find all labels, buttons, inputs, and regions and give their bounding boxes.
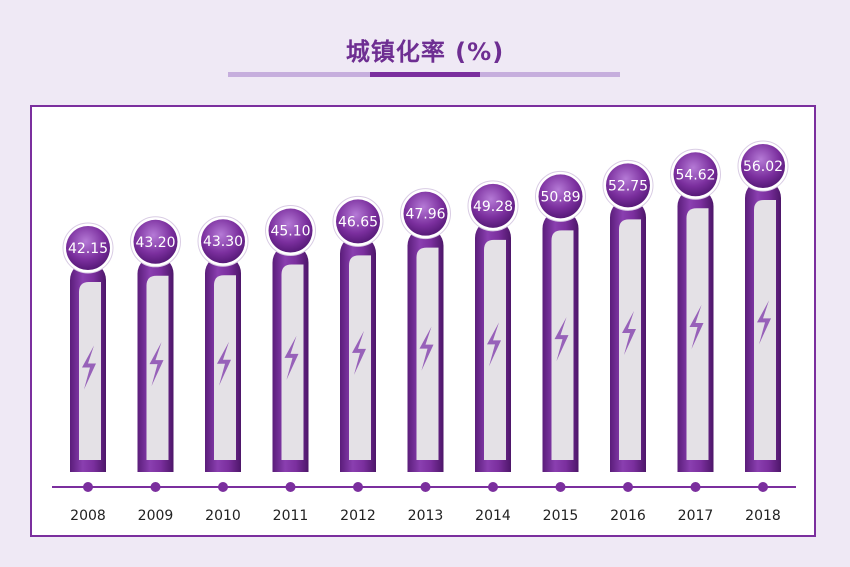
value-badge (538, 174, 583, 219)
bar-group (340, 235, 376, 472)
value-badge (673, 152, 718, 197)
value-badge (133, 219, 178, 264)
bar-group (70, 262, 106, 472)
x-tick-label: 2011 (273, 508, 309, 524)
value-badge (66, 226, 110, 270)
title-underline-accent (370, 72, 480, 77)
axis-dot (690, 482, 701, 492)
axis-dot (353, 482, 363, 492)
chart-title: 城镇化率 (%) (345, 38, 505, 66)
lightning-icon (82, 345, 96, 390)
bar-group (407, 227, 444, 472)
bar-group (137, 255, 174, 472)
lightning-icon (622, 311, 636, 356)
data-label: 45.10 (270, 224, 310, 240)
lightning-icon (757, 300, 771, 345)
axis-dot (555, 482, 566, 492)
data-label: 43.20 (135, 235, 175, 251)
axis-dot (150, 482, 161, 492)
axis-dot (758, 482, 768, 492)
data-label: 42.15 (68, 241, 108, 257)
lightning-icon (419, 326, 434, 371)
axis-dot (218, 482, 228, 492)
axis-dot (420, 482, 431, 492)
axis-dot (83, 482, 93, 492)
value-badge (201, 219, 245, 264)
x-tick-label: 2017 (678, 508, 714, 524)
lightning-icon (352, 330, 366, 375)
x-tick-label: 2016 (610, 508, 646, 524)
value-badge (606, 163, 650, 208)
lightning-icon (149, 342, 164, 387)
x-tick-label: 2010 (205, 508, 241, 524)
bar-group (610, 199, 646, 472)
data-label: 54.62 (675, 167, 715, 183)
data-label: 56.02 (743, 159, 783, 175)
lightning-icon (284, 335, 299, 380)
lightning-icon (554, 317, 569, 362)
lightning-icon (487, 322, 501, 367)
bar-group (677, 188, 714, 472)
data-label: 43.30 (203, 234, 243, 250)
data-label: 49.28 (473, 199, 513, 215)
value-badge (471, 183, 515, 228)
bar-group (475, 219, 511, 472)
x-tick-label: 2013 (408, 508, 444, 524)
value-badge (403, 191, 448, 236)
axis-dot (623, 482, 633, 492)
bar-group (272, 244, 309, 472)
data-label: 50.89 (540, 189, 580, 205)
x-tick-label: 2014 (475, 508, 511, 524)
x-tick-label: 2008 (70, 508, 106, 524)
data-label: 52.75 (608, 178, 648, 194)
x-tick-label: 2009 (138, 508, 174, 524)
x-tick-label: 2015 (543, 508, 579, 524)
lightning-icon (689, 304, 704, 349)
axis-dot (488, 482, 498, 492)
value-badge (268, 208, 313, 253)
lightning-icon (217, 341, 231, 386)
x-tick-label: 2012 (340, 508, 376, 524)
value-badge (741, 144, 785, 188)
axis-dot (285, 482, 296, 492)
bar-group (542, 210, 579, 472)
data-label: 46.65 (338, 214, 378, 230)
bar-group (745, 180, 781, 472)
value-badge (336, 199, 380, 244)
x-tick-label: 2018 (745, 508, 781, 524)
bar-group (205, 255, 241, 472)
data-label: 47.96 (405, 207, 445, 223)
